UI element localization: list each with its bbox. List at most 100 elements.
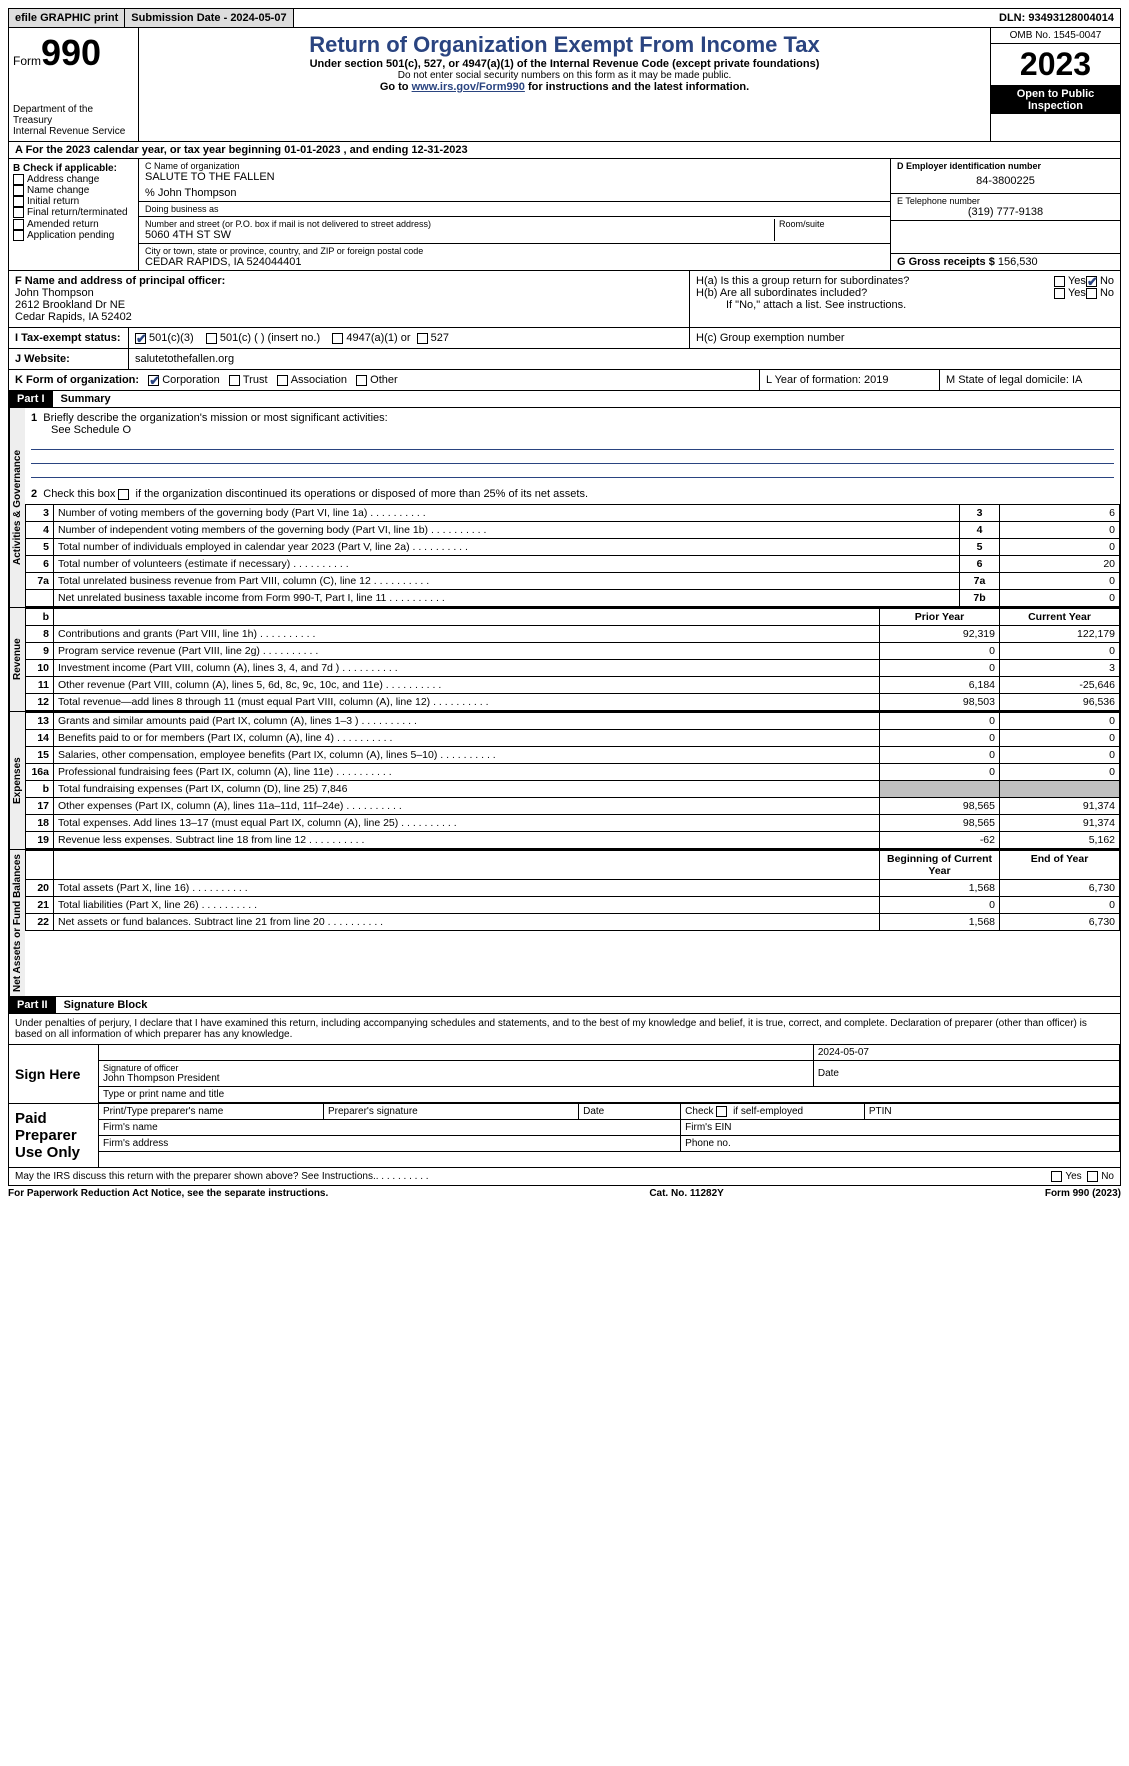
room-lbl: Room/suite — [779, 219, 884, 229]
row-i: I Tax-exempt status: 501(c)(3) 501(c) ( … — [8, 328, 1121, 349]
chk-name[interactable] — [13, 185, 24, 196]
row-val: 0 — [1000, 573, 1120, 590]
row-desc: Other revenue (Part VIII, column (A), li… — [54, 677, 880, 694]
row-desc: Net assets or fund balances. Subtract li… — [54, 914, 880, 931]
col-b: B Check if applicable: Address change Na… — [9, 159, 139, 270]
chk-pending[interactable] — [13, 230, 24, 241]
chk-trust[interactable] — [229, 375, 240, 386]
efile-btn[interactable]: efile GRAPHIC print — [9, 9, 125, 27]
ha-yes[interactable] — [1054, 276, 1065, 287]
d-lbl: D Employer identification number — [897, 161, 1114, 171]
discuss-no[interactable] — [1087, 1171, 1098, 1182]
row-desc: Contributions and grants (Part VIII, lin… — [54, 626, 880, 643]
chk-501c3[interactable] — [135, 333, 146, 344]
b-label: B Check if applicable: — [13, 163, 134, 174]
row-prior: 98,565 — [880, 815, 1000, 832]
tab-exp: Expenses — [9, 712, 25, 849]
row-val: 6 — [1000, 505, 1120, 522]
row-desc: Total assets (Part X, line 16) — [54, 880, 880, 897]
chk-4947[interactable] — [332, 333, 343, 344]
row-num: 4 — [26, 522, 54, 539]
omb: OMB No. 1545-0047 — [991, 28, 1120, 44]
hb-yes[interactable] — [1054, 288, 1065, 299]
row-current: 6,730 — [1000, 914, 1120, 931]
row-current: 5,162 — [1000, 832, 1120, 849]
row-prior — [880, 781, 1000, 798]
city: CEDAR RAPIDS, IA 524044401 — [145, 256, 884, 268]
row-num: 12 — [26, 694, 54, 711]
j-lbl: J Website: — [9, 349, 129, 369]
section-bcd: B Check if applicable: Address change Na… — [8, 159, 1121, 271]
chk-initial[interactable] — [13, 196, 24, 207]
row-num: 21 — [26, 897, 54, 914]
chk-corp[interactable] — [148, 375, 159, 386]
part1-title: Summary — [53, 391, 119, 407]
chk-final[interactable] — [13, 207, 24, 218]
line1-val: See Schedule O — [31, 424, 131, 436]
discuss-yes[interactable] — [1051, 1171, 1062, 1182]
line1: Briefly describe the organization's miss… — [43, 412, 387, 424]
row-desc: Total unrelated business revenue from Pa… — [54, 573, 960, 590]
i-lbl: I Tax-exempt status: — [9, 328, 129, 348]
form-label: Form — [13, 54, 41, 68]
row-current: 0 — [1000, 730, 1120, 747]
row-current: 96,536 — [1000, 694, 1120, 711]
row-box: 4 — [960, 522, 1000, 539]
chk-self[interactable] — [716, 1106, 727, 1117]
row-num — [26, 590, 54, 607]
chk-501c[interactable] — [206, 333, 217, 344]
chk-527[interactable] — [417, 333, 428, 344]
o-501c3: 501(c)(3) — [149, 332, 194, 344]
row-prior: 0 — [880, 747, 1000, 764]
chk-address[interactable] — [13, 174, 24, 185]
row-prior: 0 — [880, 660, 1000, 677]
row-box: 5 — [960, 539, 1000, 556]
hb-no[interactable] — [1086, 288, 1097, 299]
opt-pending: Application pending — [27, 230, 114, 241]
row-val: 0 — [1000, 539, 1120, 556]
prep-date: Date — [579, 1104, 681, 1120]
o-501c: 501(c) ( ) (insert no.) — [220, 332, 320, 344]
irs-link[interactable]: www.irs.gov/Form990 — [412, 81, 525, 93]
row-current: 6,730 — [1000, 880, 1120, 897]
ptin: PTIN — [864, 1104, 1119, 1120]
row-current: 91,374 — [1000, 815, 1120, 832]
sig-officer-lbl: Signature of officer — [103, 1063, 809, 1073]
chk-amended[interactable] — [13, 219, 24, 230]
prep-sig: Preparer's signature — [324, 1104, 579, 1120]
row-current: 122,179 — [1000, 626, 1120, 643]
chk-assoc[interactable] — [277, 375, 288, 386]
row-desc: Investment income (Part VIII, column (A)… — [54, 660, 880, 677]
row-desc: Total revenue—add lines 8 through 11 (mu… — [54, 694, 880, 711]
officer-sig: John Thompson President — [103, 1073, 809, 1084]
table-netassets: Beginning of Current YearEnd of Year20To… — [25, 850, 1120, 931]
chk-other[interactable] — [356, 375, 367, 386]
chk-discontinued[interactable] — [118, 489, 129, 500]
form-title: Return of Organization Exempt From Incom… — [143, 32, 986, 58]
row-prior: 1,568 — [880, 880, 1000, 897]
col-d: D Employer identification number 84-3800… — [890, 159, 1120, 270]
ul2 — [31, 452, 1114, 464]
col-c: C Name of organization SALUTE TO THE FAL… — [139, 159, 890, 270]
row-prior: 0 — [880, 643, 1000, 660]
line2: Check this box if the organization disco… — [43, 488, 588, 500]
row-num: 6 — [26, 556, 54, 573]
row-box: 7a — [960, 573, 1000, 590]
opt-amended: Amended return — [27, 219, 99, 230]
c-name-lbl: C Name of organization — [145, 161, 884, 171]
row-num: 16a — [26, 764, 54, 781]
row-desc: Total expenses. Add lines 13–17 (must eq… — [54, 815, 880, 832]
o-other: Other — [370, 374, 398, 386]
tab-rev: Revenue — [9, 608, 25, 711]
row-prior: 0 — [880, 897, 1000, 914]
row-num: 9 — [26, 643, 54, 660]
ha-no[interactable] — [1086, 276, 1097, 287]
ul3 — [31, 466, 1114, 478]
row-prior: 6,184 — [880, 677, 1000, 694]
row-box: 6 — [960, 556, 1000, 573]
row-num: 10 — [26, 660, 54, 677]
gross-receipts: 156,530 — [998, 256, 1038, 268]
org-name: SALUTE TO THE FALLEN — [145, 171, 884, 183]
row-prior: 1,568 — [880, 914, 1000, 931]
row-val: 0 — [1000, 590, 1120, 607]
